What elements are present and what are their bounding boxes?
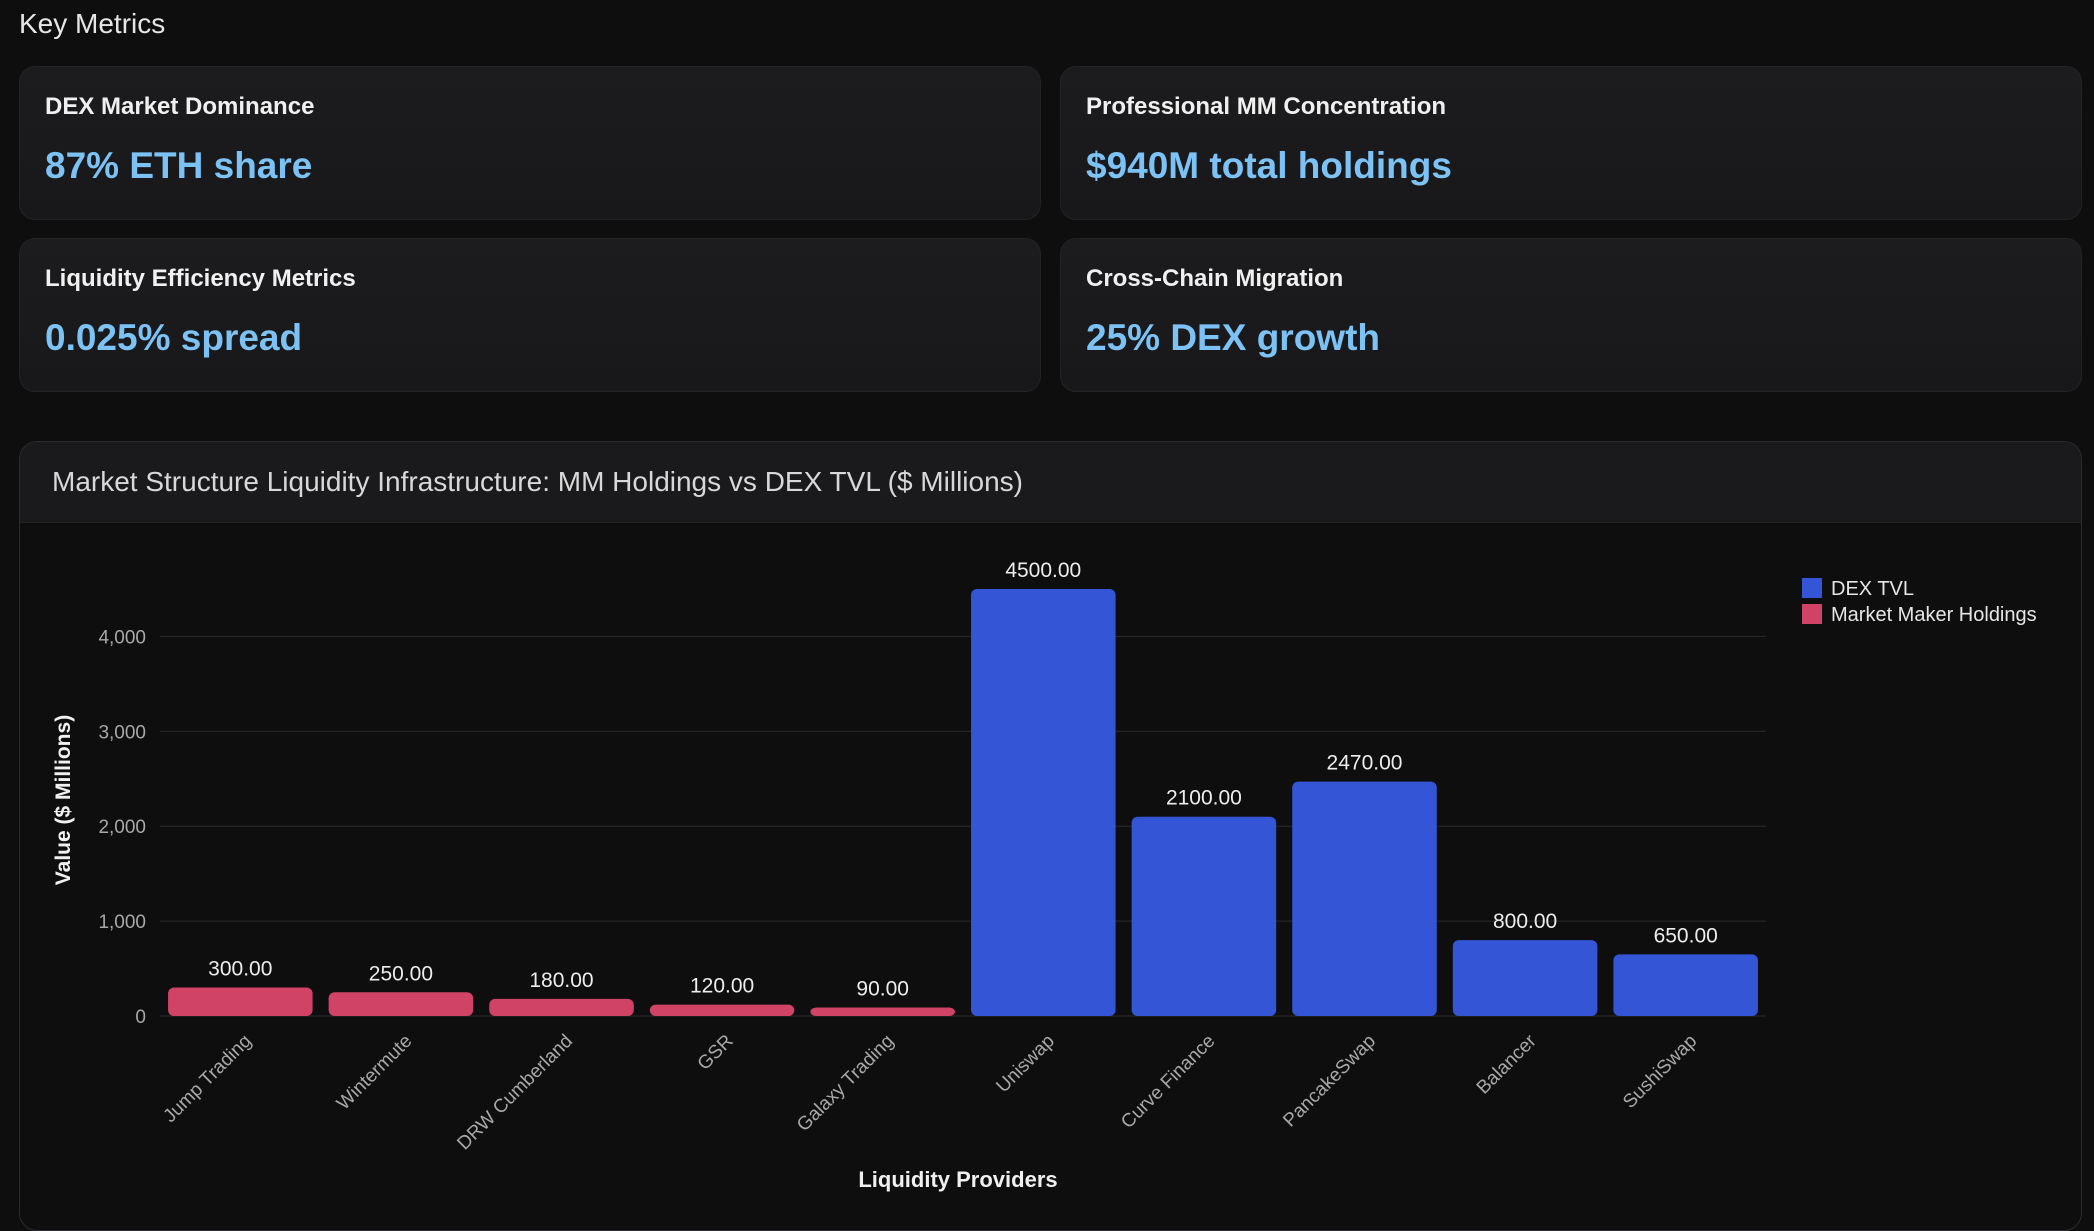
bar — [489, 998, 634, 1016]
bar — [1292, 781, 1437, 1016]
data-label: 800.00 — [1493, 910, 1557, 933]
legend-swatch — [1802, 604, 1822, 624]
data-label: 90.00 — [856, 977, 909, 1000]
data-label: 2470.00 — [1327, 752, 1403, 775]
x-axis-title: Liquidity Providers — [858, 1167, 1057, 1192]
metrics-grid: DEX Market Dominance 87% ETH share Profe… — [19, 66, 2082, 392]
x-tick-label: PancakeSwap — [1279, 1031, 1380, 1132]
bar — [971, 588, 1116, 1016]
metric-value: 87% ETH share — [45, 145, 313, 186]
x-tick-label: Uniswap — [992, 1031, 1058, 1097]
metric-card-liquidity-efficiency: Liquidity Efficiency Metrics 0.025% spre… — [19, 238, 1041, 392]
metric-label: DEX Market Dominance — [45, 93, 315, 120]
x-tick-label: DRW Cumberland — [453, 1031, 577, 1155]
data-label: 300.00 — [208, 958, 272, 981]
data-label: 4500.00 — [1005, 559, 1081, 582]
data-label: 250.00 — [369, 962, 433, 985]
data-label: 650.00 — [1654, 924, 1718, 947]
y-tick-label: 2,000 — [98, 817, 146, 838]
metric-value: 25% DEX growth — [1086, 317, 1380, 358]
x-tick-label: Galaxy Trading — [793, 1031, 898, 1136]
legend-label: DEX TVL — [1831, 578, 1914, 600]
x-tick-label: Curve Finance — [1117, 1031, 1219, 1133]
metric-label: Cross-Chain Migration — [1086, 265, 1344, 292]
bar-chart: 0 1,000 2,000 3,000 4,000 300.00 Jump Trading 2… — [52, 559, 2037, 1192]
chart-title: Market Structure Liquidity Infrastructur… — [52, 466, 1023, 497]
legend-swatch — [1802, 578, 1822, 598]
metric-card-mm-concentration: Professional MM Concentration $940M tota… — [1060, 66, 2082, 220]
bar — [1131, 816, 1277, 1016]
bar — [810, 1007, 955, 1016]
y-tick-label: 4,000 — [98, 627, 146, 648]
data-label: 180.00 — [529, 969, 593, 992]
metric-card-dex-dominance: DEX Market Dominance 87% ETH share — [19, 66, 1041, 220]
bar — [649, 1004, 795, 1016]
metric-card-cross-chain: Cross-Chain Migration 25% DEX growth — [1060, 238, 2082, 392]
bar — [1613, 954, 1758, 1016]
section-title: Key Metrics — [19, 8, 166, 39]
x-tick-label: GSR — [694, 1031, 738, 1075]
x-tick-label: Jump Trading — [160, 1031, 256, 1127]
y-tick-label: 0 — [135, 1007, 146, 1028]
x-tick-label: SushiSwap — [1619, 1031, 1701, 1113]
metric-label: Liquidity Efficiency Metrics — [45, 265, 356, 292]
metric-label: Professional MM Concentration — [1086, 93, 1447, 120]
bar — [168, 987, 313, 1016]
y-tick-label: 1,000 — [98, 912, 146, 933]
data-label: 120.00 — [690, 975, 754, 998]
y-tick-label: 3,000 — [98, 722, 146, 743]
x-tick-label: Balancer — [1473, 1030, 1541, 1098]
legend-label: Market Maker Holdings — [1831, 604, 2037, 626]
metric-value: 0.025% spread — [45, 317, 303, 358]
metric-value: $940M total holdings — [1086, 145, 1452, 186]
bar — [328, 992, 474, 1016]
y-axis-title: Value ($ Millions) — [52, 715, 75, 885]
chart-header: Market Structure Liquidity Infrastructur… — [20, 442, 2081, 523]
bar — [1452, 940, 1598, 1016]
x-tick-label: Wintermute — [333, 1031, 417, 1115]
chart-panel: Market Structure Liquidity Infrastructur… — [19, 441, 2082, 1231]
data-label: 2100.00 — [1166, 787, 1242, 810]
